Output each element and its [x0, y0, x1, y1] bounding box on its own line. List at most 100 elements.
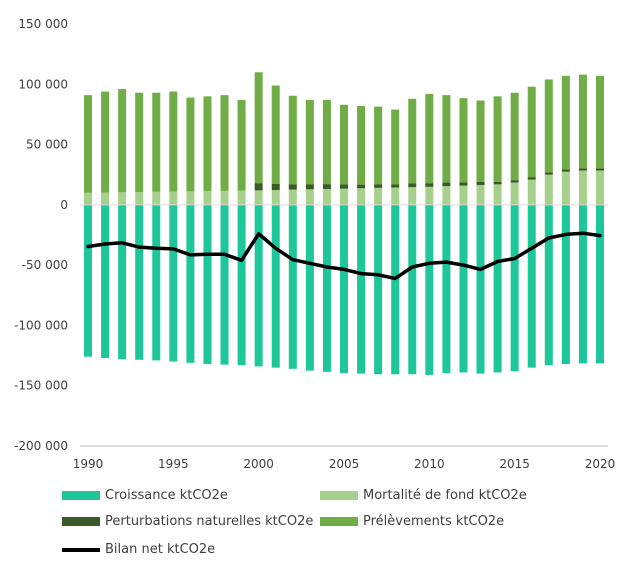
legend-swatch-prelevements: [320, 517, 358, 526]
bar-croissance: [561, 204, 570, 365]
bar-prélèvements: [84, 95, 92, 193]
y-tick-label: 0: [60, 198, 68, 212]
bar-croissance: [101, 204, 110, 358]
bar-mortalité: [101, 192, 110, 205]
bar-croissance: [442, 204, 451, 374]
bar-prélèvements: [237, 99, 246, 191]
x-tick-label: 2010: [414, 457, 445, 471]
bar-croissance: [186, 204, 195, 363]
bars: [84, 72, 604, 375]
net-balance-line-layer: [86, 231, 602, 281]
bar-prélèvements: [425, 93, 434, 184]
bar-perturbations: [322, 184, 331, 189]
bar-mortalité: [374, 187, 383, 205]
bar-prélèvements: [442, 95, 451, 183]
bar-prélèvements: [169, 91, 178, 192]
legend-item-prelevements: Prélèvements ktCO2e: [320, 514, 504, 529]
bar-croissance: [84, 204, 92, 357]
bar-mortalité: [322, 188, 331, 205]
bar-perturbations: [408, 183, 417, 188]
bar-croissance: [357, 204, 366, 374]
bar-prélèvements: [271, 85, 280, 184]
bar-prélèvements: [527, 86, 536, 178]
bar-croissance: [596, 204, 604, 364]
bar-mortalité: [527, 179, 536, 205]
bar-perturbations: [544, 172, 553, 175]
bar-perturbations: [357, 184, 366, 189]
bar-croissance: [305, 204, 314, 371]
bar-perturbations: [510, 180, 519, 183]
bar-prélèvements: [578, 74, 587, 169]
bar-perturbations: [493, 181, 502, 185]
bar-mortalité: [237, 190, 246, 205]
legend-label-perturbations: Perturbations naturelles ktCO2e: [105, 514, 314, 529]
x-tick-label: 2015: [499, 457, 530, 471]
legend-item-mortalite: Mortalité de fond ktCO2e: [320, 488, 527, 503]
bar-croissance: [237, 204, 246, 366]
x-tick-label: 2005: [329, 457, 360, 471]
bar-prélèvements: [391, 109, 400, 185]
bar-mortalité: [357, 188, 366, 205]
bar-mortalité: [186, 191, 195, 205]
bar-mortalité: [596, 170, 604, 205]
bar-mortalité: [391, 187, 400, 205]
bar-prélèvements: [493, 96, 502, 182]
legend-swatch-perturbations: [62, 517, 100, 526]
axes: [80, 204, 608, 447]
y-tick-label: -100 000: [14, 318, 68, 332]
bar-mortalité: [220, 190, 229, 205]
bar-croissance: [220, 204, 229, 365]
bar-prélèvements: [118, 89, 127, 193]
bar-prélèvements: [135, 92, 144, 193]
bar-mortalité: [152, 191, 161, 205]
x-tick-label: 1990: [73, 457, 104, 471]
bar-mortalité: [544, 174, 553, 205]
y-tick-label: 150 000: [18, 17, 68, 31]
bar-prélèvements: [544, 79, 553, 173]
bar-mortalité: [442, 186, 451, 205]
bar-prélèvements: [340, 104, 348, 185]
bar-croissance: [510, 204, 519, 372]
bar-perturbations: [340, 184, 348, 189]
y-axis-ticks: 150 000 100 000 50 000 0 -50 000 -100 000 -150…: [14, 17, 68, 453]
bar-prélèvements: [305, 99, 314, 185]
bar-croissance: [254, 204, 263, 367]
bar-perturbations: [374, 184, 383, 188]
bar-croissance: [152, 204, 161, 361]
bar-mortalité: [203, 191, 212, 205]
x-tick-label: 1995: [158, 457, 189, 471]
bar-mortalité: [118, 192, 127, 205]
bar-mortalité: [459, 185, 468, 205]
bar-prélèvements: [596, 75, 604, 169]
bar-mortalité: [340, 188, 348, 205]
x-axis-ticks: 1990 1995 2000 2005 2010 2015 2020: [73, 457, 616, 471]
bar-perturbations: [442, 182, 451, 187]
bar-prélèvements: [254, 72, 263, 184]
bar-mortalité: [169, 191, 178, 205]
bar-croissance: [459, 204, 468, 373]
bar-croissance: [118, 204, 127, 360]
bar-mortalité: [578, 170, 587, 205]
net-balance-line: [86, 231, 602, 281]
legend-label-mortalite: Mortalité de fond ktCO2e: [363, 488, 527, 503]
bar-perturbations: [288, 184, 297, 190]
bar-croissance: [408, 204, 417, 375]
bar-prélèvements: [220, 95, 229, 191]
bar-mortalité: [288, 189, 297, 205]
bar-croissance: [271, 204, 280, 368]
bar-prélèvements: [510, 92, 519, 181]
y-tick-label: -50 000: [22, 258, 68, 272]
bar-croissance: [288, 204, 297, 369]
bar-croissance: [476, 204, 485, 374]
bar-mortalité: [493, 184, 502, 205]
bar-mortalité: [476, 184, 485, 205]
bar-mortalité: [84, 192, 92, 205]
y-tick-label: -150 000: [14, 379, 68, 393]
bar-mortalité: [425, 186, 434, 205]
bar-perturbations: [425, 183, 434, 187]
bar-mortalité: [408, 187, 417, 205]
legend-item-croissance: Croissance ktCO2e: [62, 488, 228, 503]
legend-item-bilan-net: Bilan net ktCO2e: [62, 542, 215, 557]
bar-perturbations: [254, 183, 263, 191]
